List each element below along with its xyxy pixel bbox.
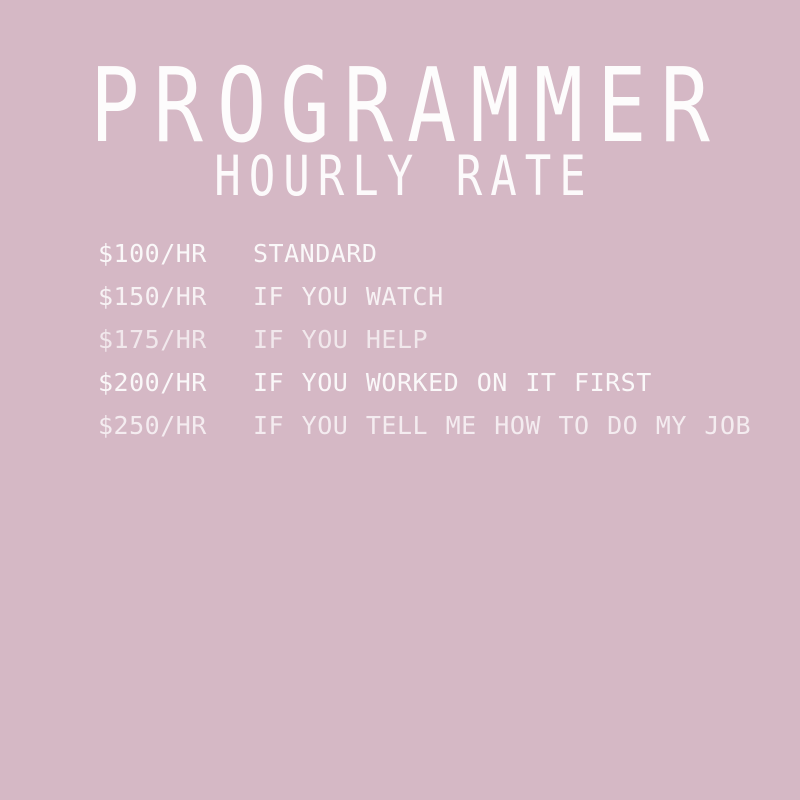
rate-row: $200/HR IF YOU WORKED ON IT FIRST [98,361,770,404]
rate-amount: $100/HR [98,239,207,268]
rate-row: $250/HR IF YOU TELL ME HOW TO DO MY JOB [98,404,770,447]
rate-condition: IF YOU WATCH [253,282,444,311]
rate-amount: $250/HR [98,411,207,440]
rate-condition: IF YOU HELP [253,325,429,354]
design-title: PROGRAMMER [90,47,724,166]
rate-amount: $150/HR [98,282,207,311]
rate-condition: STANDARD [253,239,378,268]
design-subtitle: HOURLY RATE [214,145,594,209]
rate-amount: $200/HR [98,368,207,397]
rate-list: $100/HR STANDARD $150/HR IF YOU WATCH $1… [98,232,770,447]
rate-condition: IF YOU TELL ME HOW TO DO MY JOB [253,411,752,440]
rate-row: $150/HR IF YOU WATCH [98,275,770,318]
rate-condition: IF YOU WORKED ON IT FIRST [253,368,652,397]
rate-amount: $175/HR [98,325,207,354]
rate-row: $100/HR STANDARD [98,232,770,275]
rate-row: $175/HR IF YOU HELP [98,318,770,361]
